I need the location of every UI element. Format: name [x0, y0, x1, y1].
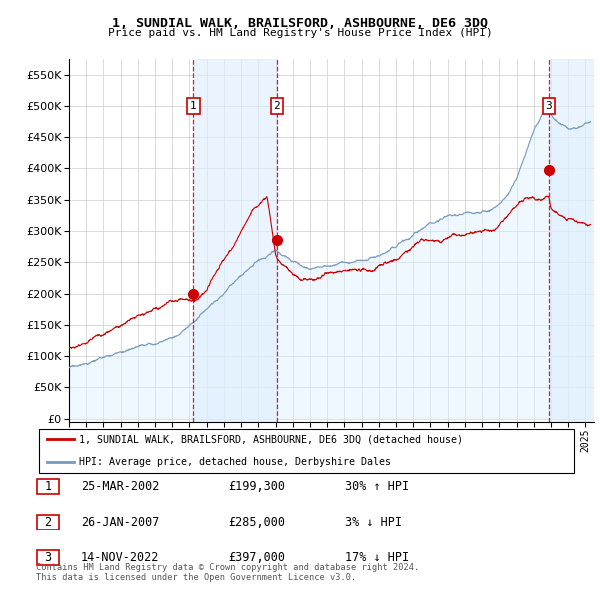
- Text: 1, SUNDIAL WALK, BRAILSFORD, ASHBOURNE, DE6 3DQ: 1, SUNDIAL WALK, BRAILSFORD, ASHBOURNE, …: [112, 17, 488, 30]
- FancyBboxPatch shape: [39, 428, 574, 473]
- Text: 1, SUNDIAL WALK, BRAILSFORD, ASHBOURNE, DE6 3DQ (detached house): 1, SUNDIAL WALK, BRAILSFORD, ASHBOURNE, …: [79, 434, 463, 444]
- Text: 2: 2: [44, 516, 52, 529]
- Text: 3: 3: [44, 551, 52, 564]
- Text: Contains HM Land Registry data © Crown copyright and database right 2024.
This d: Contains HM Land Registry data © Crown c…: [36, 563, 419, 582]
- Text: 3% ↓ HPI: 3% ↓ HPI: [345, 516, 402, 529]
- Text: £397,000: £397,000: [228, 551, 285, 564]
- FancyBboxPatch shape: [37, 514, 59, 530]
- Text: 17% ↓ HPI: 17% ↓ HPI: [345, 551, 409, 564]
- Text: 3: 3: [545, 101, 552, 111]
- Text: £199,300: £199,300: [228, 480, 285, 493]
- Text: Price paid vs. HM Land Registry's House Price Index (HPI): Price paid vs. HM Land Registry's House …: [107, 28, 493, 38]
- Text: HPI: Average price, detached house, Derbyshire Dales: HPI: Average price, detached house, Derb…: [79, 457, 391, 467]
- Bar: [549, 59, 594, 422]
- Text: 25-MAR-2002: 25-MAR-2002: [81, 480, 160, 493]
- FancyBboxPatch shape: [37, 550, 59, 565]
- Text: 1: 1: [190, 101, 197, 111]
- Text: 2: 2: [274, 101, 280, 111]
- Text: 14-NOV-2022: 14-NOV-2022: [81, 551, 160, 564]
- Bar: [193, 59, 277, 422]
- Text: 26-JAN-2007: 26-JAN-2007: [81, 516, 160, 529]
- Text: 30% ↑ HPI: 30% ↑ HPI: [345, 480, 409, 493]
- Text: £285,000: £285,000: [228, 516, 285, 529]
- FancyBboxPatch shape: [37, 479, 59, 494]
- Text: 1: 1: [44, 480, 52, 493]
